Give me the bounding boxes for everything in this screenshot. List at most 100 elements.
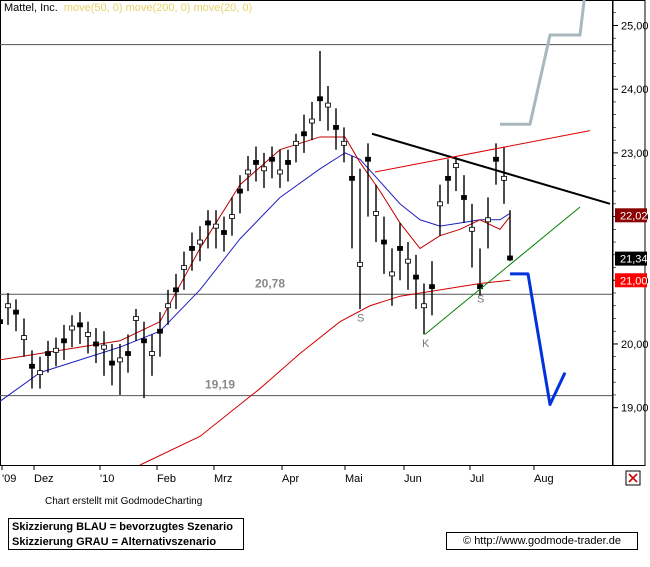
price-body-23 [181, 265, 187, 270]
chart-credit: Chart erstellt mit GodmodeCharting [45, 496, 203, 507]
price-tag-bg-2 [615, 273, 647, 288]
price-body-10 [77, 322, 83, 328]
price-body-27 [213, 223, 219, 229]
horizontal-levels: 20,78 19,19 [0, 44, 612, 397]
price-body-33 [261, 166, 267, 172]
price-body-1 [5, 303, 11, 309]
price-body-30 [237, 188, 243, 194]
price-body-53 [421, 303, 427, 309]
x-tick-label-9: Aug [534, 473, 554, 485]
pattern-label-1: K [422, 338, 430, 350]
price-body-41 [325, 102, 331, 108]
x-tick-label-4: Mrz [214, 473, 232, 485]
y-tick-label-5: 24,00 [621, 84, 649, 96]
price-body-8 [61, 338, 67, 344]
price-body-19 [149, 351, 155, 356]
price-body-13 [101, 344, 107, 350]
trendline-channel-top-red [374, 130, 591, 173]
price-body-5 [37, 370, 43, 376]
price-body-57 [453, 163, 459, 169]
price-tag-bg-1 [615, 251, 647, 266]
pattern-labels: S K S [357, 294, 484, 351]
price-body-6 [45, 351, 51, 356]
y-axis-area [612, 0, 646, 466]
price-body-54 [429, 284, 435, 290]
close-icon[interactable] [625, 470, 641, 486]
x-tick-label-1: Dez [34, 473, 54, 485]
price-body-2 [13, 309, 19, 315]
pattern-label-0: S [357, 313, 364, 325]
price-body-16 [125, 351, 131, 356]
price-body-28 [221, 230, 227, 235]
price-tag-label-1: 21,34 [620, 254, 648, 266]
chart-indicators: move(50, 0) move(200, 0) move(20, 0) [64, 2, 252, 14]
price-body-36 [285, 160, 291, 165]
price-body-31 [245, 169, 251, 175]
price-body-4 [29, 363, 35, 369]
price-body-38 [301, 131, 307, 137]
price-body-61 [485, 217, 491, 223]
price-body-58 [461, 195, 467, 200]
price-body-40 [317, 96, 323, 102]
price-body-18 [141, 338, 147, 344]
level-label-2: 19,19 [205, 378, 235, 392]
legend-blue: Skizzierung BLAU = bevorzugtes Szenario [12, 521, 233, 533]
scenario-legend: Skizzierung BLAU = bevorzugtes Szenario … [8, 518, 244, 550]
y-tick-label-6: 25,00 [621, 20, 649, 32]
trendlines [371, 130, 611, 335]
x-tick-label-5: Apr [282, 473, 299, 485]
price-body-9 [69, 325, 75, 331]
price-body-50 [397, 246, 403, 251]
price-body-62 [493, 156, 499, 162]
price-body-25 [197, 239, 203, 245]
price-body-56 [445, 175, 451, 181]
price-body-14 [109, 360, 115, 366]
y-tick-label-4: 23,00 [621, 148, 649, 160]
chart-title: Mattel, Inc. [4, 2, 58, 14]
x-axis: '09 Dez '10 Feb Mrz Apr Mai Jun Jul Aug [1, 465, 554, 485]
copyright-link[interactable]: © http://www.godmode-trader.de [446, 532, 638, 550]
price-body-44 [349, 175, 355, 181]
y-tick-label-1: 20,00 [621, 339, 649, 351]
price-body-0 [0, 319, 3, 325]
price-body-55 [437, 201, 443, 207]
price-body-45 [357, 261, 363, 267]
legend-gray: Skizzierung GRAU = Alternativszenario [12, 536, 217, 548]
price-body-49 [389, 271, 395, 277]
price-tag-label-0: 22,02 [620, 210, 648, 222]
price-body-59 [469, 226, 475, 232]
price-body-15 [117, 357, 123, 363]
price-body-26 [205, 220, 211, 226]
x-tick-label-3: Feb [157, 473, 176, 485]
price-body-52 [413, 274, 419, 280]
price-bars [0, 50, 513, 399]
price-tag-bg-0 [615, 208, 647, 223]
pattern-label-2: S [477, 294, 484, 306]
price-body-34 [269, 156, 275, 162]
price-body-21 [165, 303, 171, 309]
price-body-12 [93, 341, 99, 347]
x-tick-label-8: Jul [470, 473, 484, 485]
price-body-24 [189, 246, 195, 251]
scenarios [500, 0, 586, 406]
price-body-47 [373, 210, 379, 216]
x-tick-label-6: Mai [345, 473, 363, 485]
price-body-29 [229, 214, 235, 219]
trendline-support-green [424, 206, 581, 335]
price-body-42 [333, 124, 339, 130]
x-tick-label-7: Jun [404, 473, 422, 485]
price-tag-label-2: 21,00 [620, 275, 648, 287]
scenario-blue [510, 272, 567, 406]
price-body-39 [309, 118, 315, 124]
scenario-gray [500, 0, 586, 126]
price-tags: 22,02 21,34 21,00 [615, 208, 648, 288]
price-body-7 [53, 347, 59, 353]
y-tick-label-0: 19,00 [621, 403, 649, 415]
price-body-32 [253, 160, 259, 165]
price-body-20 [157, 328, 163, 334]
price-body-43 [341, 140, 347, 146]
price-body-22 [173, 287, 179, 293]
x-tick-label-2: '10 [100, 473, 114, 485]
price-body-3 [21, 335, 27, 341]
svg-text:Mattel, Inc. move(50, 0) m: Mattel, Inc. move(50, 0) move(200, 0) mo… [4, 2, 252, 14]
